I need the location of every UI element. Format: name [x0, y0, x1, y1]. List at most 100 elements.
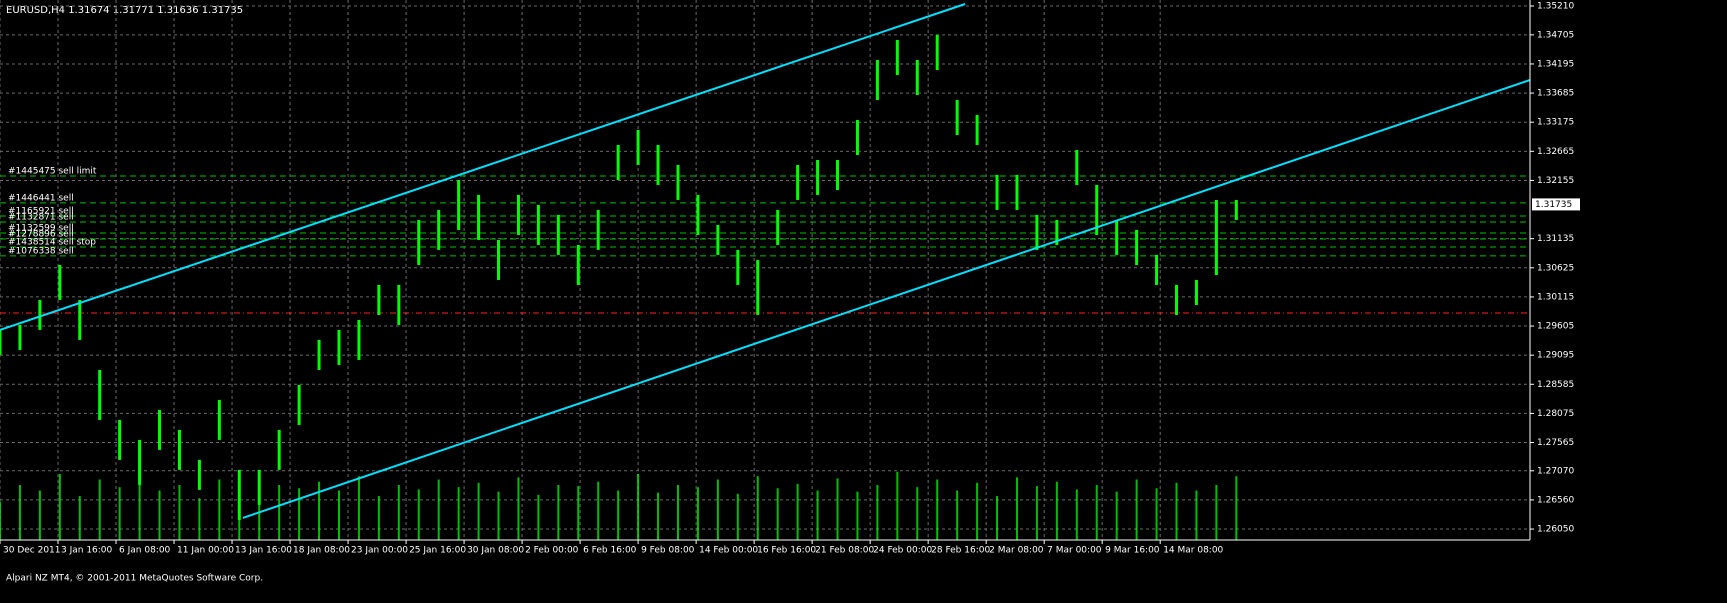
volume-bar	[916, 487, 919, 540]
volume-bar	[1135, 479, 1138, 540]
volume-bar	[198, 498, 201, 540]
volume-bar	[1015, 477, 1018, 540]
order-label: #1445475 sell limit	[8, 166, 97, 176]
order-label: #1165921 sell	[8, 206, 74, 216]
y-tick-label: 1.34705	[1537, 30, 1574, 40]
volume-bar	[776, 488, 779, 540]
volume-bar	[976, 482, 979, 540]
order-label: #1446441 sell	[8, 193, 74, 203]
volume-bar	[736, 493, 739, 540]
y-tick-label: 1.27565	[1537, 438, 1574, 448]
x-tick-label: 30 Dec 2011	[3, 546, 61, 556]
volume-bar	[78, 496, 81, 540]
volume-bar	[637, 474, 640, 540]
volume-bar	[956, 490, 959, 540]
x-tick-label: 14 Mar 08:00	[1163, 546, 1223, 556]
volume-bar	[258, 493, 261, 540]
volume-bar	[816, 490, 819, 540]
volume-bar	[138, 482, 141, 540]
x-tick-label: 18 Jan 08:00	[293, 546, 350, 556]
x-tick-label: 25 Jan 16:00	[409, 546, 466, 556]
y-tick-label: 1.28585	[1537, 380, 1574, 390]
volume-bar	[1155, 488, 1158, 540]
y-tick-label: 1.30115	[1537, 292, 1574, 302]
volume-bar	[676, 485, 679, 540]
x-tick-label: 23 Jan 00:00	[351, 546, 408, 556]
volume-bar	[377, 496, 380, 540]
x-tick-label: 24 Feb 00:00	[873, 546, 932, 556]
volume-bar	[597, 481, 600, 540]
volume-bar	[617, 490, 620, 540]
y-tick-label: 1.28075	[1537, 409, 1574, 419]
volume-bar	[1175, 482, 1178, 540]
volume-bar	[1115, 491, 1118, 540]
x-tick-label: 13 Jan 16:00	[235, 546, 292, 556]
y-tick-label: 1.31135	[1537, 234, 1574, 244]
volume-bar	[298, 488, 301, 540]
volume-bar	[417, 489, 420, 540]
volume-bar	[936, 479, 939, 540]
trendline	[242, 79, 1531, 519]
volume-bar	[756, 476, 759, 540]
y-tick-label: 1.32155	[1537, 176, 1574, 186]
volume-bar	[178, 485, 181, 540]
volume-bar	[537, 494, 540, 540]
volume-bar	[1035, 486, 1038, 540]
volume-bar	[557, 485, 560, 540]
volume-bar	[1215, 485, 1218, 540]
volume-bar	[98, 479, 101, 540]
volume-bar	[577, 486, 580, 540]
x-tick-label: 11 Jan 00:00	[177, 546, 234, 556]
volume-bar	[996, 496, 999, 540]
volume-bar	[318, 481, 321, 540]
y-tick-label: 1.33685	[1537, 89, 1574, 99]
x-tick-label: 30 Jan 08:00	[467, 546, 524, 556]
volume-bar	[477, 482, 480, 540]
y-tick-label: 1.26050	[1537, 525, 1574, 535]
y-tick-label: 1.29095	[1537, 351, 1574, 361]
x-tick-label: 14 Feb 00:00	[699, 546, 758, 556]
volume-bar	[856, 491, 859, 540]
y-tick-label: 1.34195	[1537, 59, 1574, 69]
volume-bar	[18, 485, 21, 540]
volume-bar	[696, 487, 699, 540]
price-marker	[1532, 198, 1580, 211]
order-label: #1278896 sell	[8, 229, 74, 239]
volume-bar	[1235, 476, 1238, 540]
volume-bar	[517, 477, 520, 540]
volume-bar	[1055, 481, 1058, 540]
volume-bar	[437, 479, 440, 540]
volume-bar	[657, 492, 660, 540]
x-tick-label: 6 Jan 08:00	[119, 546, 171, 556]
y-tick-label: 1.35210	[1537, 1, 1574, 11]
price-label: 1.31735	[1535, 200, 1572, 210]
x-tick-label: 28 Feb 16:00	[931, 546, 990, 556]
y-tick-label: 1.26560	[1537, 495, 1574, 505]
x-tick-label: 7 Mar 00:00	[1047, 546, 1102, 556]
volume-bar	[0, 501, 1, 540]
y-tick-label: 1.29605	[1537, 322, 1574, 332]
x-tick-label: 2 Mar 08:00	[989, 546, 1044, 556]
volume-bar	[497, 491, 500, 540]
order-label: #1076338 sell	[8, 246, 74, 256]
order-label: #1132871 sell	[8, 212, 74, 222]
volume-bar	[1095, 485, 1098, 540]
order-label: #1132599 sell	[8, 223, 74, 233]
y-tick-label: 1.33175	[1537, 118, 1574, 128]
volume-bar	[716, 479, 719, 540]
volume-bar	[337, 490, 340, 540]
x-tick-label: 6 Feb 16:00	[583, 546, 637, 556]
y-tick-label: 1.27070	[1537, 466, 1574, 476]
volume-bar	[876, 485, 879, 540]
footer: Alpari NZ MT4, © 2001-2011 MetaQuotes So…	[6, 574, 263, 584]
volume-bar	[457, 487, 460, 540]
chart-title: EURUSD,H4 1.31674 1.31771 1.31636 1.3173…	[6, 5, 243, 16]
volume-bar	[278, 485, 281, 540]
x-tick-label: 9 Feb 08:00	[641, 546, 695, 556]
volume-bar	[796, 483, 799, 540]
volume-bar	[58, 474, 61, 540]
x-tick-label: 2 Feb 00:00	[525, 546, 579, 556]
volume-bar	[118, 487, 121, 540]
